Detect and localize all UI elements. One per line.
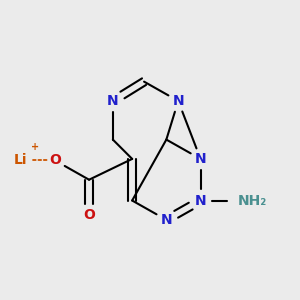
Text: N: N bbox=[195, 194, 206, 208]
Text: O: O bbox=[49, 153, 61, 167]
Text: NH₂: NH₂ bbox=[238, 194, 267, 208]
Text: N: N bbox=[195, 152, 206, 166]
Text: O: O bbox=[83, 208, 95, 222]
Text: N: N bbox=[160, 213, 172, 227]
Text: N: N bbox=[107, 94, 119, 108]
Text: Li: Li bbox=[14, 153, 27, 167]
Text: +: + bbox=[31, 142, 39, 152]
Text: N: N bbox=[172, 94, 184, 108]
